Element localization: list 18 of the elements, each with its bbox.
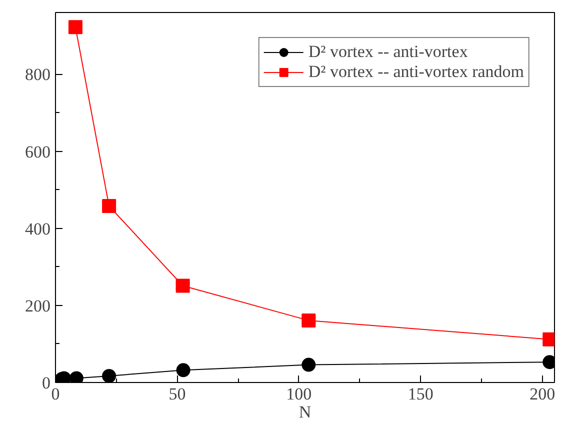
- point: [68, 20, 82, 34]
- x-tick-label: 150: [408, 384, 434, 404]
- y-tick-label: 200: [25, 296, 50, 316]
- x-axis-title: N: [298, 402, 312, 422]
- point: [176, 278, 190, 293]
- point: [102, 198, 116, 213]
- point: [302, 358, 316, 372]
- x-tick-label: 200: [530, 384, 556, 404]
- legend-label: D² vortex -- anti-vortex random: [308, 62, 524, 82]
- y-tick-label: 800: [25, 65, 50, 84]
- point: [176, 363, 190, 378]
- legend-label: D² vortex -- anti-vortex: [308, 42, 468, 62]
- x-tick-label: 100: [286, 384, 312, 404]
- y-tick-label: 400: [25, 219, 50, 238]
- y-tick-label: 600: [25, 142, 50, 162]
- point: [302, 313, 316, 328]
- x-tick-label: 50: [168, 384, 186, 404]
- point: [102, 368, 116, 382]
